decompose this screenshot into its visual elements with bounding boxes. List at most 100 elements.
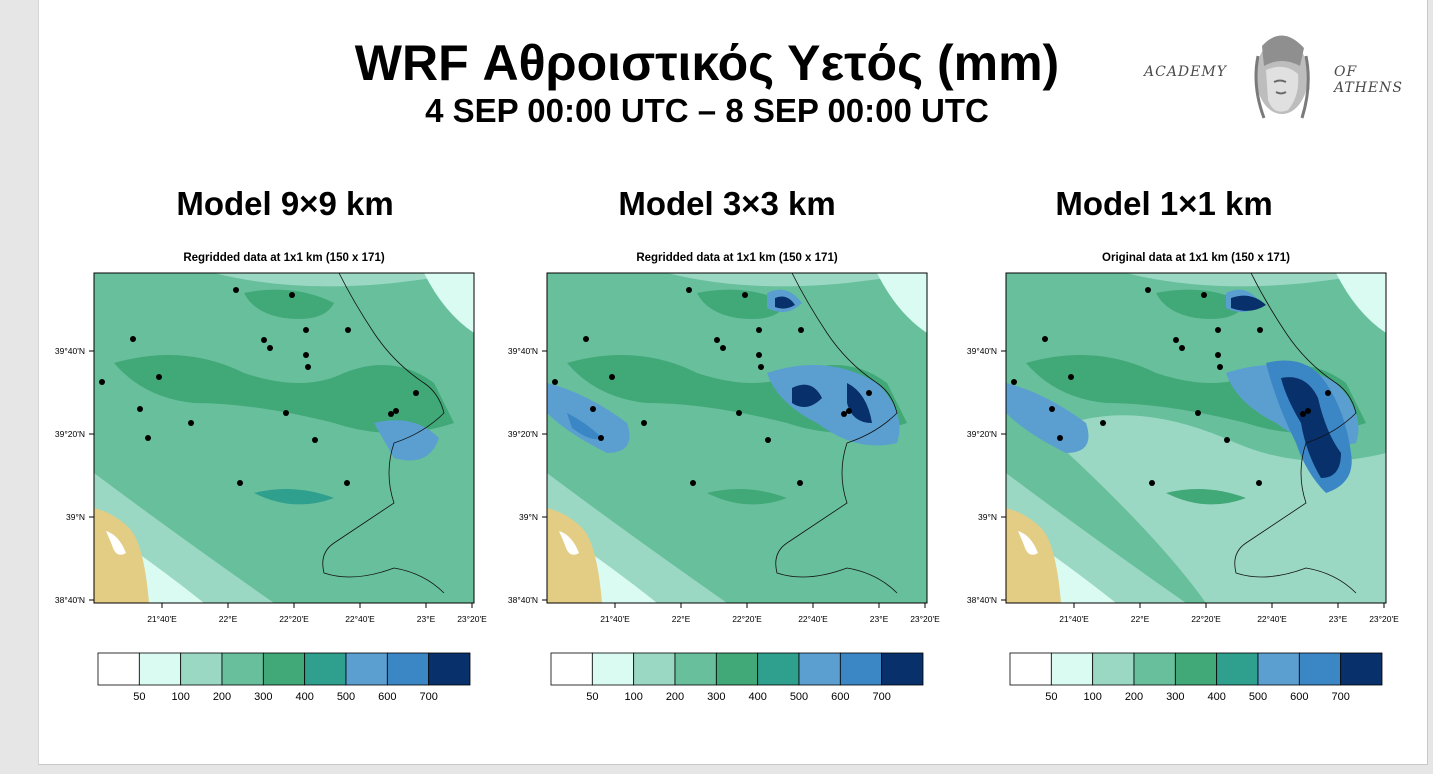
lon-tick-label: 23°E xyxy=(417,614,436,624)
station-dot xyxy=(686,287,692,293)
station-dot xyxy=(137,406,143,412)
lat-tick-label: 38°40'N xyxy=(967,595,997,605)
lat-tick-label: 39°40'N xyxy=(55,346,85,356)
colorbar-swatch xyxy=(221,652,264,686)
colorbar-swatch xyxy=(881,652,924,686)
map-frame xyxy=(93,272,475,604)
map-panel-1km: Original data at 1x1 km (150 x 171) 39°40… xyxy=(953,248,1403,708)
station-dot xyxy=(156,374,162,380)
station-dot xyxy=(1256,480,1262,486)
station-dot xyxy=(714,337,720,343)
map-title: Original data at 1x1 km (150 x 171) xyxy=(1102,252,1290,264)
colorbar: 50 100 200 300 400 500 600 700 xyxy=(97,652,471,703)
station-dot xyxy=(1217,364,1223,370)
map-frame xyxy=(546,272,928,604)
logo-text-left: ACADEMY xyxy=(1144,64,1227,80)
colorbar-label: 200 xyxy=(1125,691,1143,703)
coastline xyxy=(322,273,445,594)
colorbar: 50 100 200 300 400 500 600 700 xyxy=(550,652,924,703)
lake xyxy=(559,531,579,555)
colorbar-label: 300 xyxy=(707,691,725,703)
academy-of-athens-logo: ACADEMY OF ATHENS xyxy=(1144,26,1429,126)
lake xyxy=(1018,531,1038,555)
lat-tick-label: 38°40'N xyxy=(55,595,85,605)
station-dot xyxy=(846,408,852,414)
station-dot xyxy=(1049,406,1055,412)
lon-tick-label: 23°20'E xyxy=(910,614,940,624)
lon-tick-label: 22°20'E xyxy=(1191,614,1221,624)
station-dot xyxy=(99,379,105,385)
map-svg: Original data at 1x1 km (150 x 171) 39°40… xyxy=(967,252,1399,703)
lon-tick-label: 22°40'E xyxy=(798,614,828,624)
station-dot xyxy=(1215,352,1221,358)
station-dot xyxy=(756,327,762,333)
colorbar-label: 600 xyxy=(378,691,396,703)
lon-tick-label: 22°40'E xyxy=(345,614,375,624)
station-dot xyxy=(1224,437,1230,443)
colorbar-label: 200 xyxy=(213,691,231,703)
station-dot xyxy=(233,287,239,293)
colorbar-swatch xyxy=(715,652,759,686)
colorbar-swatch xyxy=(1133,652,1176,686)
lat-tick-label: 38°40'N xyxy=(508,595,538,605)
station-dot xyxy=(1201,292,1207,298)
colorbar-swatch xyxy=(1216,652,1259,686)
colorbar-swatch xyxy=(1050,652,1094,686)
station-dot xyxy=(289,292,295,298)
colorbar-label: 300 xyxy=(254,691,272,703)
lake xyxy=(106,531,126,555)
colorbar-label: 50 xyxy=(1045,691,1057,703)
station-dot xyxy=(303,327,309,333)
station-dot xyxy=(841,411,847,417)
station-dot xyxy=(866,390,872,396)
colorbar-label: 100 xyxy=(171,691,189,703)
station-dot xyxy=(413,390,419,396)
station-dot xyxy=(237,480,243,486)
station-dot xyxy=(641,420,647,426)
colorbar-label: 400 xyxy=(1207,691,1225,703)
station-dot xyxy=(598,435,604,441)
colorbar-label: 700 xyxy=(419,691,437,703)
colorbar-swatch xyxy=(428,652,471,686)
station-dot xyxy=(344,480,350,486)
colorbar-swatch xyxy=(633,652,676,686)
precipitation-field xyxy=(94,273,474,603)
station-dot xyxy=(690,480,696,486)
colorbar-swatch xyxy=(1298,652,1342,686)
station-dot xyxy=(1011,379,1017,385)
map-title: Regridded data at 1x1 km (150 x 171) xyxy=(183,252,385,264)
colorbar-swatch xyxy=(97,652,140,686)
athena-head-icon xyxy=(1254,35,1310,119)
station-dot xyxy=(756,352,762,358)
lon-tick-label: 23°E xyxy=(870,614,889,624)
map-panel-9km: Regridded data at 1x1 km (150 x 171) 39°4… xyxy=(41,248,491,708)
map-svg: Regridded data at 1x1 km (150 x 171) 39°4… xyxy=(508,252,940,703)
colorbar-swatch xyxy=(757,652,800,686)
precipitation-field xyxy=(547,273,927,603)
lon-tick-label: 23°20'E xyxy=(457,614,487,624)
coastline xyxy=(775,273,898,594)
station-dot xyxy=(798,327,804,333)
lat-tick-label: 39°N xyxy=(66,512,85,522)
colorbar-label: 100 xyxy=(1083,691,1101,703)
station-dot xyxy=(758,364,764,370)
station-dot xyxy=(609,374,615,380)
map-title: Regridded data at 1x1 km (150 x 171) xyxy=(636,252,838,264)
colorbar-swatch xyxy=(550,652,593,686)
station-dot xyxy=(1257,327,1263,333)
colorbar-swatch xyxy=(591,652,635,686)
lon-tick-label: 21°40'E xyxy=(1059,614,1089,624)
station-dot xyxy=(590,406,596,412)
colorbar-swatch xyxy=(345,652,388,686)
colorbar: 50 100 200 300 400 500 600 700 xyxy=(1009,652,1383,703)
station-dot xyxy=(267,345,273,351)
colorbar-label: 600 xyxy=(831,691,849,703)
station-dot xyxy=(583,336,589,342)
colorbar-label: 400 xyxy=(748,691,766,703)
station-dot xyxy=(305,364,311,370)
colorbar-label: 300 xyxy=(1166,691,1184,703)
slide: WRF Αθροιστικός Υετός (mm) 4 SEP 00:00 U… xyxy=(38,0,1428,765)
station-dot xyxy=(1057,435,1063,441)
station-dot xyxy=(393,408,399,414)
lon-tick-label: 22°40'E xyxy=(1257,614,1287,624)
